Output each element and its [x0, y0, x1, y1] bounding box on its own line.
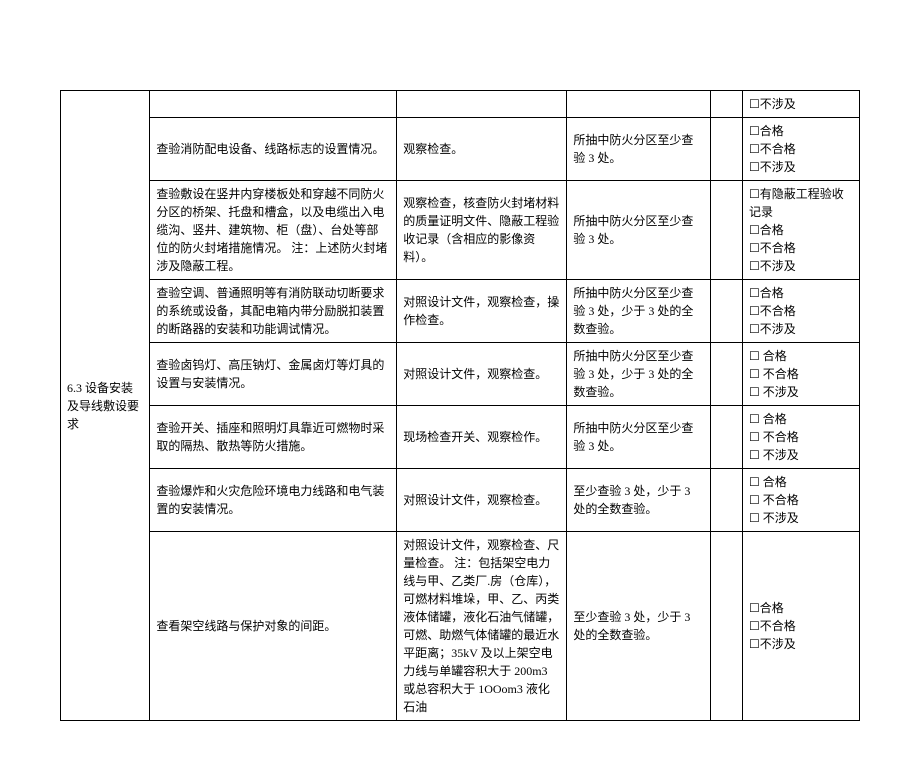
sample-cell: 所抽中防火分区至少查验 3 处，少于 3 处的全数查验。 [567, 280, 711, 343]
checkbox-option: ☐ 不涉及 [749, 383, 799, 401]
checkbox-option: ☐不涉及 [749, 320, 796, 338]
result-cell: ☐有隐蔽工程验收记录 ☐合格 ☐不合格 ☐不涉及 [742, 181, 859, 280]
method-cell: 对照设计文件，观察检查，操作检查。 [397, 280, 567, 343]
sample-cell: 所抽中防火分区至少查验 3 处。 [567, 118, 711, 181]
sample-cell: 所抽中防火分区至少查验 3 处。 [567, 181, 711, 280]
method-cell: 对照设计文件，观察检查。 [397, 469, 567, 532]
sample-cell: 所抽中防火分区至少查验 3 处，少于 3 处的全数查验。 [567, 343, 711, 406]
checkbox-option: ☐不合格 [749, 302, 796, 320]
method-cell: 观察检查，核查防火封堵材料的质量证明文件、隐蔽工程验收记录（含相应的影像资料）。 [397, 181, 567, 280]
checkbox-option: ☐合格 [749, 599, 784, 617]
checkbox-option: ☐ 合格 [749, 473, 787, 491]
item-cell: 查验敷设在竖井内穿楼板处和穿越不同防火分区的桥架、托盘和槽盒，以及电缆出入电缆沟… [150, 181, 397, 280]
checkbox-option: ☐ 合格 [749, 410, 787, 428]
item-cell: 查验空调、普通照明等有消防联动切断要求的系统或设备，其配电箱内带分励脱扣装置的断… [150, 280, 397, 343]
blank-cell [711, 181, 743, 280]
category-cell: 6.3 设备安装及导线敷设要求 [61, 91, 150, 721]
method-cell: 现场检查开关、观察检作。 [397, 406, 567, 469]
checkbox-option: ☐ 不合格 [749, 428, 799, 446]
method-cell: 对照设计文件，观察检查。 [397, 343, 567, 406]
sample-cell: 所抽中防火分区至少查验 3 处。 [567, 406, 711, 469]
blank-cell [711, 343, 743, 406]
result-cell: ☐合格 ☐不合格 ☐不涉及 [742, 280, 859, 343]
sample-cell [567, 91, 711, 118]
checkbox-option: ☐ 不涉及 [749, 446, 799, 464]
table-row: 查验消防配电设备、线路标志的设置情况。 观察检查。 所抽中防火分区至少查验 3 … [61, 118, 860, 181]
table-row: 查验空调、普通照明等有消防联动切断要求的系统或设备，其配电箱内带分励脱扣装置的断… [61, 280, 860, 343]
table-row: 查看架空线路与保护对象的间距。 对照设计文件，观察检查、尺量检查。 注：包括架空… [61, 532, 860, 721]
checkbox-option: ☐ 不合格 [749, 365, 799, 383]
result-cell: ☐ 合格 ☐ 不合格 ☐ 不涉及 [742, 406, 859, 469]
checkbox-option: ☐有隐蔽工程验收记录 [749, 185, 853, 221]
item-cell: 查验开关、插座和照明灯具靠近可燃物时采取的隔热、散热等防火措施。 [150, 406, 397, 469]
checkbox-option: ☐不涉及 [749, 158, 796, 176]
result-cell: ☐ 合格 ☐ 不合格 ☐ 不涉及 [742, 343, 859, 406]
blank-cell [711, 532, 743, 721]
inspection-table: 6.3 设备安装及导线敷设要求 ☐不涉及 查验消防配电设备、线路标志的设置情况。… [60, 90, 860, 721]
checkbox-option: ☐不涉及 [749, 635, 796, 653]
blank-cell [711, 118, 743, 181]
method-cell: 对照设计文件，观察检查、尺量检查。 注：包括架空电力线与甲、乙类厂.房（仓库），… [397, 532, 567, 721]
table-row: 查验爆炸和火灾危险环境电力线路和电气装置的安装情况。 对照设计文件，观察检查。 … [61, 469, 860, 532]
result-cell: ☐合格 ☐不合格 ☐不涉及 [742, 532, 859, 721]
checkbox-option: ☐ 不涉及 [749, 509, 799, 527]
checkbox-option: ☐合格 [749, 284, 784, 302]
method-cell: 观察检查。 [397, 118, 567, 181]
table-row: 6.3 设备安装及导线敷设要求 ☐不涉及 [61, 91, 860, 118]
item-cell [150, 91, 397, 118]
result-cell: ☐不涉及 [742, 91, 859, 118]
sample-cell: 至少查验 3 处，少于 3 处的全数查验。 [567, 469, 711, 532]
table-row: 查验敷设在竖井内穿楼板处和穿越不同防火分区的桥架、托盘和槽盒，以及电缆出入电缆沟… [61, 181, 860, 280]
blank-cell [711, 280, 743, 343]
sample-cell: 至少查验 3 处，少于 3 处的全数查验。 [567, 532, 711, 721]
checkbox-option: ☐ 合格 [749, 347, 787, 365]
item-cell: 查验爆炸和火灾危险环境电力线路和电气装置的安装情况。 [150, 469, 397, 532]
checkbox-option: ☐不合格 [749, 617, 796, 635]
checkbox-option: ☐合格 [749, 221, 784, 239]
blank-cell [711, 91, 743, 118]
checkbox-option: ☐不合格 [749, 239, 796, 257]
blank-cell [711, 406, 743, 469]
item-cell: 查看架空线路与保护对象的间距。 [150, 532, 397, 721]
checkbox-option: ☐不合格 [749, 140, 796, 158]
result-cell: ☐ 合格 ☐ 不合格 ☐ 不涉及 [742, 469, 859, 532]
table-row: 查验开关、插座和照明灯具靠近可燃物时采取的隔热、散热等防火措施。 现场检查开关、… [61, 406, 860, 469]
item-cell: 查验消防配电设备、线路标志的设置情况。 [150, 118, 397, 181]
item-cell: 查验卤钨灯、高压钠灯、金属卤灯等灯具的设置与安装情况。 [150, 343, 397, 406]
blank-cell [711, 469, 743, 532]
table-row: 查验卤钨灯、高压钠灯、金属卤灯等灯具的设置与安装情况。 对照设计文件，观察检查。… [61, 343, 860, 406]
checkbox-option: ☐合格 [749, 122, 784, 140]
method-cell [397, 91, 567, 118]
result-cell: ☐合格 ☐不合格 ☐不涉及 [742, 118, 859, 181]
checkbox-option: ☐不涉及 [749, 95, 796, 113]
checkbox-option: ☐不涉及 [749, 257, 796, 275]
checkbox-option: ☐ 不合格 [749, 491, 799, 509]
